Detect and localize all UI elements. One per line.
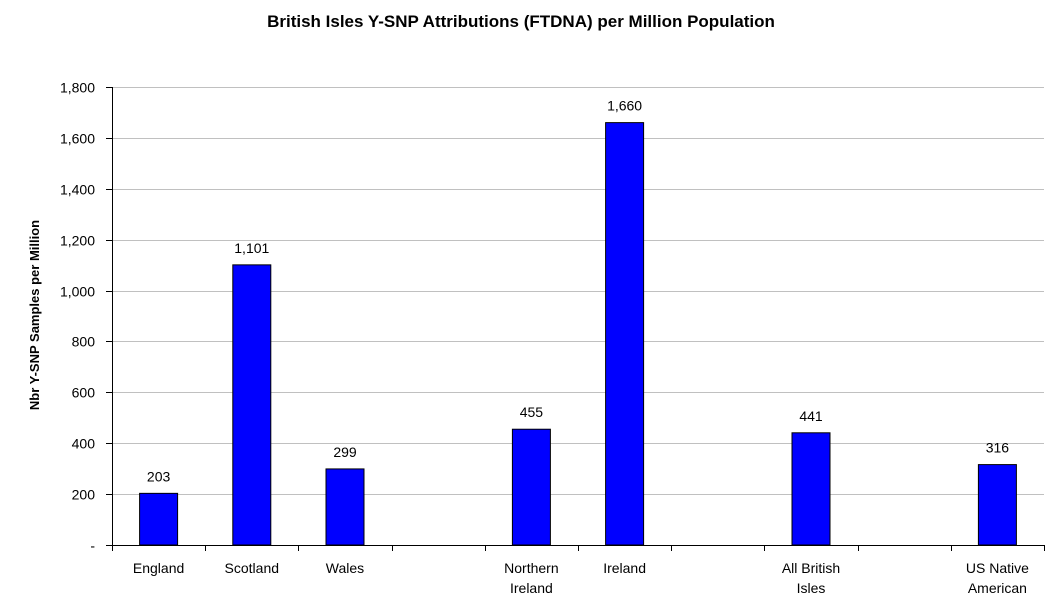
y-axis-title: Nbr Y-SNP Samples per Million — [27, 220, 42, 410]
data-label: 299 — [333, 444, 357, 460]
x-category-label: All British — [782, 560, 840, 576]
bar — [791, 432, 831, 546]
x-category-label: US Native — [966, 560, 1029, 576]
data-labels: 203 1,101 299 455 1,660 441 316 — [147, 98, 1009, 485]
data-label: 1,660 — [607, 98, 642, 114]
data-label: 455 — [520, 404, 544, 420]
x-category-label: Ireland — [510, 580, 553, 596]
y-tick-label: 800 — [72, 334, 96, 350]
y-tick-label: 1,000 — [60, 284, 95, 300]
data-label: 441 — [799, 408, 823, 424]
y-tick-label: 400 — [72, 436, 96, 452]
y-axis-ticks: - 200 400 600 800 1,000 1,200 1,400 1,600 1,800 — [60, 80, 112, 554]
x-axis-labels: England Scotland Wales Northern Ireland Irela… — [133, 560, 1029, 596]
x-category-label: American — [968, 580, 1027, 596]
data-label: 316 — [986, 440, 1010, 456]
x-category-label: Isles — [797, 580, 826, 596]
bar — [139, 492, 179, 546]
x-category-label: Wales — [326, 560, 364, 576]
chart-title: British Isles Y-SNP Attributions (FTDNA)… — [267, 12, 775, 31]
y-tick-label: 600 — [72, 385, 96, 401]
x-category-label: Northern — [504, 560, 558, 576]
bar — [232, 264, 272, 546]
data-label: 203 — [147, 468, 171, 484]
bar — [977, 464, 1017, 546]
y-tick-label: 1,800 — [60, 80, 95, 96]
y-tick-label: 1,200 — [60, 233, 95, 249]
x-category-label: Ireland — [603, 560, 646, 576]
y-tick-label: - — [90, 538, 95, 554]
bar — [605, 122, 645, 546]
x-category-label: Scotland — [225, 560, 279, 576]
bar — [511, 428, 551, 546]
y-tick-label: 1,400 — [60, 182, 95, 198]
bars — [139, 122, 1017, 546]
y-tick-label: 1,600 — [60, 131, 95, 147]
bar — [325, 468, 365, 546]
x-category-label: England — [133, 560, 184, 576]
y-tick-label: 200 — [72, 487, 96, 503]
data-label: 1,101 — [234, 240, 269, 256]
